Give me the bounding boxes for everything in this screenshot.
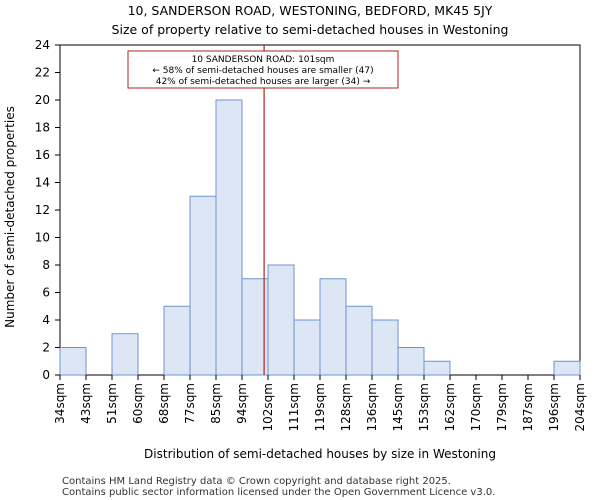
y-tick-label: 20 bbox=[35, 93, 50, 107]
bar-128sqm bbox=[345, 305, 373, 376]
x-tick-label: 85sqm bbox=[209, 383, 223, 424]
x-tick-label: 68sqm bbox=[157, 383, 171, 424]
annotation-box: 10 SANDERSON ROAD: 101sqm ← 58% of semi-… bbox=[127, 50, 399, 89]
bar-85sqm bbox=[215, 99, 243, 376]
annotation-line-3: 42% of semi-detached houses are larger (… bbox=[156, 77, 371, 87]
x-tick-label: 179sqm bbox=[495, 383, 509, 431]
bar-68sqm bbox=[163, 305, 191, 376]
y-tick-label: 14 bbox=[35, 176, 50, 190]
bar-153sqm bbox=[423, 360, 451, 376]
y-tick-label: 2 bbox=[42, 341, 50, 355]
x-tick-label: 94sqm bbox=[235, 383, 249, 424]
bar-196sqm bbox=[553, 360, 581, 376]
y-axis-label: Number of semi-detached properties bbox=[3, 106, 17, 328]
footer-line-2: Contains public sector information licen… bbox=[62, 487, 495, 498]
y-tick-label: 0 bbox=[42, 368, 50, 382]
x-axis: 34sqm 43sqm 51sqm 60sqm 68sqm 77sqm 85sqm 94sqm… bbox=[53, 375, 587, 431]
x-tick-label: 145sqm bbox=[391, 383, 405, 431]
y-tick-label: 10 bbox=[35, 231, 50, 245]
x-axis-label: Distribution of semi-detached houses by … bbox=[144, 447, 496, 461]
annotation-frame bbox=[127, 50, 399, 89]
x-tick-label: 111sqm bbox=[287, 383, 301, 431]
x-tick-label: 136sqm bbox=[365, 383, 379, 431]
bar-77sqm bbox=[189, 195, 217, 376]
x-tick-label: 170sqm bbox=[469, 383, 483, 431]
y-tick-label: 4 bbox=[42, 313, 50, 327]
y-tick-label: 22 bbox=[35, 66, 50, 80]
chart-subtitle: Size of property relative to semi-detach… bbox=[112, 22, 509, 37]
x-tick-label: 162sqm bbox=[443, 383, 457, 431]
bar-34sqm bbox=[59, 347, 87, 376]
x-tick-label: 60sqm bbox=[131, 383, 145, 424]
x-tick-label: 153sqm bbox=[417, 383, 431, 431]
y-tick-label: 24 bbox=[35, 38, 50, 52]
bar-145sqm bbox=[397, 347, 425, 376]
annotation-line-2: ← 58% of semi-detached houses are smalle… bbox=[152, 66, 373, 76]
x-tick-label: 34sqm bbox=[53, 383, 67, 424]
x-tick-label: 51sqm bbox=[105, 383, 119, 424]
x-tick-label: 43sqm bbox=[79, 383, 93, 424]
chart-title: 10, SANDERSON ROAD, WESTONING, BEDFORD, … bbox=[128, 3, 493, 18]
x-tick-label: 119sqm bbox=[313, 383, 327, 431]
y-tick-label: 12 bbox=[35, 203, 50, 217]
bar-136sqm bbox=[371, 319, 399, 376]
y-tick-label: 18 bbox=[35, 121, 50, 135]
bars-group bbox=[59, 99, 581, 376]
x-tick-label: 204sqm bbox=[573, 383, 587, 431]
x-tick-label: 77sqm bbox=[183, 383, 197, 424]
bar-102sqm bbox=[267, 264, 295, 376]
x-tick-label: 196sqm bbox=[547, 383, 561, 431]
x-tick-label: 128sqm bbox=[339, 383, 353, 431]
bar-51sqm bbox=[111, 333, 139, 376]
y-tick-label: 6 bbox=[42, 286, 50, 300]
x-tick-label: 187sqm bbox=[521, 383, 535, 431]
bar-111sqm bbox=[293, 319, 321, 376]
y-tick-label: 8 bbox=[42, 258, 50, 272]
x-tick-label: 102sqm bbox=[261, 383, 275, 431]
annotation-line-1: 10 SANDERSON ROAD: 101sqm bbox=[192, 55, 335, 65]
bar-119sqm bbox=[319, 278, 347, 376]
footer-line-1: Contains HM Land Registry data © Crown c… bbox=[62, 476, 451, 487]
y-tick-label: 16 bbox=[35, 148, 50, 162]
